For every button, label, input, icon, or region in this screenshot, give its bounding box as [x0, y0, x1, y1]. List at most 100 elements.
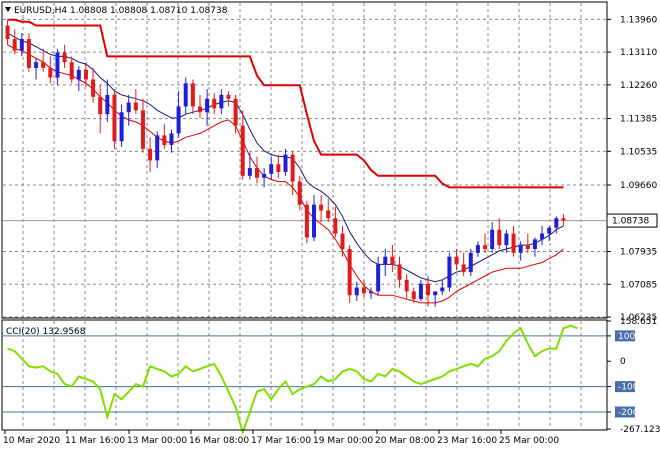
cci-series-line	[7, 324, 579, 436]
bull-candle	[283, 148, 288, 176]
bull-candle	[383, 248, 388, 276]
candle-body	[540, 233, 545, 240]
bull-candle	[219, 89, 224, 115]
candle-body	[404, 279, 409, 292]
price-tick-label: 1.11385	[620, 115, 657, 125]
time-tick-label: 25 Mar 00:00	[499, 436, 559, 446]
candle-body	[525, 245, 530, 249]
candle-body	[205, 98, 210, 113]
candle-body	[497, 229, 502, 246]
time-tick-label: 17 Mar 16:00	[251, 436, 311, 446]
bear-candle	[162, 123, 167, 149]
bull-candle	[354, 281, 359, 302]
bull-candle	[554, 216, 559, 234]
price-tick-label: 1.07085	[620, 280, 657, 290]
candle-body	[518, 245, 523, 253]
candle-body	[190, 83, 195, 107]
symbol-header-text: EURUSD,H4 1.08808 1.08808 1.08710 1.0873…	[14, 6, 228, 16]
bear-candle	[511, 225, 516, 257]
candle-body	[340, 233, 345, 249]
candle-body	[240, 125, 245, 176]
time-tick-label: 13 Mar 00:00	[127, 436, 187, 446]
bull-candle	[468, 248, 473, 276]
candle-body	[554, 218, 559, 228]
bear-candle	[26, 33, 31, 72]
bear-candle	[41, 48, 46, 72]
bear-candle	[426, 275, 431, 307]
candle-body	[326, 210, 331, 219]
candle-body	[262, 173, 267, 178]
bull-candle	[76, 65, 81, 92]
bull-candle	[269, 156, 274, 180]
bear-candle	[83, 62, 88, 88]
time-tick-label: 10 Mar 2020	[3, 436, 60, 446]
cci-panel-border	[1, 319, 608, 431]
candle-body	[140, 110, 145, 149]
candle-body	[483, 245, 488, 249]
candle-body	[369, 291, 374, 294]
candle-body	[212, 98, 217, 109]
symbol-header: EURUSD,H4 1.08808 1.08808 1.08710 1.0873…	[5, 6, 228, 16]
bear-candle	[304, 200, 309, 244]
candle-body	[26, 39, 31, 68]
bear-candle	[5, 19, 10, 45]
candle-body	[155, 135, 160, 161]
bull-candle	[55, 48, 60, 86]
candle-body	[254, 168, 259, 178]
trailing-stop-line	[7, 18, 564, 189]
candle-body	[376, 264, 381, 292]
bull-candle	[369, 287, 374, 300]
time-tick-label: 20 Mar 08:00	[375, 436, 435, 446]
candle-body	[361, 287, 366, 294]
candle-body	[297, 181, 302, 205]
time-tick-label: 16 Mar 08:00	[189, 436, 249, 446]
bear-candle	[98, 85, 103, 134]
bull-candle	[447, 252, 452, 292]
candle-body	[98, 96, 103, 115]
price-tick-label: 1.06235	[620, 313, 657, 323]
bull-candle	[262, 168, 267, 188]
bear-candle	[404, 274, 409, 300]
bull-candle	[183, 77, 188, 115]
candle-body	[418, 283, 423, 300]
bear-candle	[290, 150, 295, 196]
candle-body	[91, 79, 96, 97]
candle-body	[269, 164, 274, 174]
time-tick-label: 19 Mar 00:00	[313, 436, 373, 446]
candle-body	[233, 98, 238, 126]
candle-body	[468, 252, 473, 273]
candle-body	[276, 164, 281, 172]
candle-body	[354, 287, 359, 296]
candle-body	[48, 67, 53, 78]
candle-body	[176, 106, 181, 134]
candle-body	[197, 106, 202, 113]
bear-candle	[48, 56, 53, 84]
bear-candle	[319, 195, 324, 223]
cci-level-badge	[615, 381, 635, 393]
bear-candle	[411, 287, 416, 303]
dropdown-triangle-icon[interactable]	[5, 7, 11, 12]
bear-candle	[133, 89, 138, 115]
candle-body	[319, 204, 324, 211]
bull-candle	[247, 152, 252, 180]
candle-body	[83, 69, 88, 80]
candle-body	[511, 233, 516, 253]
bull-candle	[475, 241, 480, 257]
candle-body	[347, 248, 352, 296]
candle-body	[76, 69, 81, 80]
bear-candle	[333, 206, 338, 238]
bear-candle	[347, 245, 352, 303]
bull-candle	[312, 195, 317, 242]
bull-candle	[440, 279, 445, 296]
bear-candle	[69, 56, 74, 84]
main-panel-border	[1, 1, 608, 319]
candle-body	[162, 135, 167, 145]
bull-candle	[205, 89, 210, 126]
candle-body	[475, 245, 480, 253]
bear-candle	[112, 89, 117, 149]
bear-candle	[326, 198, 331, 223]
cci-level-label: -100	[618, 383, 639, 393]
candle-body	[304, 204, 309, 238]
